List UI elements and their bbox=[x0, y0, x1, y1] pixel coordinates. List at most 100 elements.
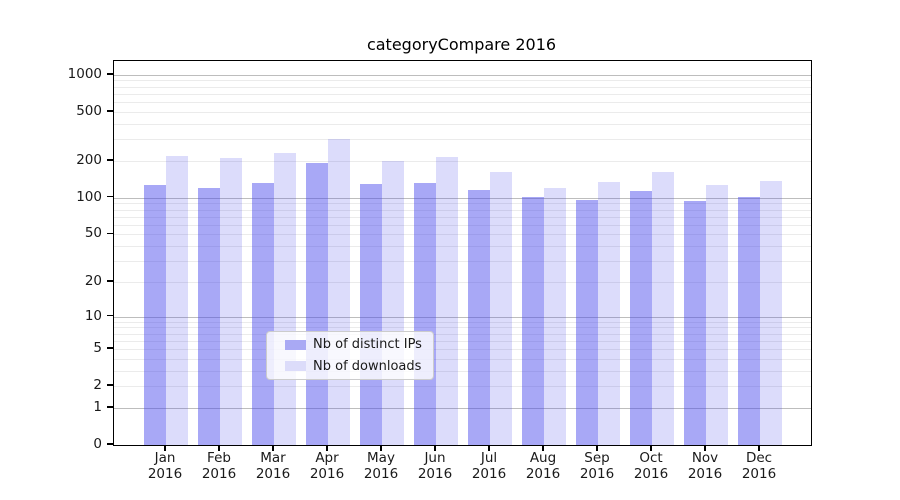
legend-entry-distinct-ips: Nb of distinct IPs bbox=[285, 336, 427, 354]
bar-downloads bbox=[166, 155, 188, 445]
x-tick-month: Jul bbox=[480, 450, 498, 466]
gridline-minor bbox=[114, 224, 811, 226]
y-tick-label: 5 bbox=[93, 340, 102, 356]
legend-label-distinct-ips: Nb of distinct IPs bbox=[313, 337, 422, 353]
bar-downloads bbox=[598, 181, 620, 445]
x-tick-year: 2016 bbox=[687, 465, 723, 482]
x-tick bbox=[488, 445, 490, 451]
x-tick-month: Oct bbox=[639, 450, 663, 466]
x-tick-label: Oct 2016 bbox=[621, 450, 681, 482]
x-tick-month: May bbox=[367, 450, 395, 466]
bar-distinct-ips bbox=[144, 185, 166, 445]
gridline-minor bbox=[114, 370, 811, 372]
x-tick-label: Nov 2016 bbox=[675, 450, 735, 482]
x-tick bbox=[596, 445, 598, 451]
bar-distinct-ips bbox=[414, 183, 436, 445]
gridline-major bbox=[114, 74, 811, 76]
gridline-minor bbox=[114, 358, 811, 360]
x-tick bbox=[758, 445, 760, 451]
legend-label-downloads: Nb of downloads bbox=[313, 358, 422, 374]
x-tick-year: 2016 bbox=[633, 465, 669, 482]
legend: Nb of distinct IPs Nb of downloads bbox=[266, 331, 434, 380]
bar-downloads bbox=[706, 184, 728, 445]
gridline-minor bbox=[114, 216, 811, 218]
x-tick-label: Jun 2016 bbox=[405, 450, 465, 482]
bar-distinct-ips bbox=[252, 183, 274, 445]
x-tick-label: Jan 2016 bbox=[135, 450, 195, 482]
x-tick-month: Sep bbox=[584, 450, 610, 466]
bar-downloads bbox=[436, 157, 458, 445]
x-tick-year: 2016 bbox=[579, 465, 615, 482]
x-tick bbox=[650, 445, 652, 451]
gridline-minor bbox=[114, 203, 811, 205]
bar-distinct-ips bbox=[684, 200, 706, 445]
x-tick bbox=[164, 445, 166, 451]
x-tick-year: 2016 bbox=[471, 465, 507, 482]
plot-area bbox=[113, 60, 812, 446]
gridline-minor bbox=[114, 234, 811, 236]
gridline-major bbox=[114, 316, 811, 318]
x-tick-label: Dec 2016 bbox=[729, 450, 789, 482]
x-tick-label: Mar 2016 bbox=[243, 450, 303, 482]
y-tick-label: 1 bbox=[93, 398, 102, 415]
y-tick bbox=[107, 110, 113, 112]
bar-downloads bbox=[544, 187, 566, 445]
chart-title: categoryCompare 2016 bbox=[366, 35, 557, 54]
x-tick-month: Mar bbox=[260, 450, 286, 466]
x-tick-label: May 2016 bbox=[351, 450, 411, 482]
gridline-minor bbox=[114, 281, 811, 283]
y-tick-label: 20 bbox=[84, 272, 102, 289]
bar-distinct-ips bbox=[522, 196, 544, 445]
legend-entry-downloads: Nb of downloads bbox=[285, 358, 427, 376]
y-tick bbox=[107, 406, 113, 408]
y-tick-label: 500 bbox=[76, 102, 102, 119]
gridline-minor bbox=[114, 123, 811, 125]
bar-distinct-ips bbox=[576, 200, 598, 445]
bar-distinct-ips bbox=[468, 190, 490, 445]
gridline-minor bbox=[114, 86, 811, 88]
gridline-minor bbox=[114, 246, 811, 247]
legend-swatch-downloads bbox=[285, 361, 306, 372]
x-tick-year: 2016 bbox=[309, 465, 345, 482]
legend-swatch-distinct-ips bbox=[285, 339, 306, 350]
gridline-minor bbox=[114, 349, 811, 350]
x-tick-month: Apr bbox=[315, 450, 339, 466]
bar-distinct-ips bbox=[630, 191, 652, 445]
y-tick bbox=[107, 159, 113, 161]
x-tick-year: 2016 bbox=[417, 465, 453, 482]
bar-distinct-ips bbox=[198, 187, 220, 445]
y-tick bbox=[107, 232, 113, 234]
x-tick bbox=[434, 445, 436, 451]
bar-downloads bbox=[328, 139, 350, 445]
y-tick bbox=[107, 280, 113, 282]
y-tick bbox=[107, 314, 113, 317]
x-tick-month: Dec bbox=[745, 450, 773, 466]
bar-distinct-ips bbox=[306, 163, 328, 445]
gridline-minor bbox=[114, 93, 811, 95]
y-tick-label: 50 bbox=[84, 225, 102, 242]
y-tick-label: 200 bbox=[76, 151, 102, 168]
bar-downloads bbox=[490, 172, 512, 445]
x-tick-year: 2016 bbox=[363, 465, 399, 482]
bar-downloads bbox=[382, 161, 404, 445]
x-tick-label: Aug 2016 bbox=[513, 450, 573, 482]
gridline-minor bbox=[114, 321, 811, 323]
x-tick-month: Aug bbox=[529, 450, 557, 466]
y-tick-label: 1000 bbox=[67, 65, 102, 82]
y-tick-label: 2 bbox=[93, 377, 102, 394]
x-tick-year: 2016 bbox=[255, 465, 291, 482]
y-tick-label: 10 bbox=[84, 307, 102, 324]
x-tick bbox=[704, 445, 706, 451]
gridline-minor bbox=[114, 209, 811, 211]
x-tick-label: Sep 2016 bbox=[567, 450, 627, 482]
x-tick-label: Jul 2016 bbox=[459, 450, 519, 482]
bar-downloads bbox=[760, 180, 782, 445]
x-tick-label: Apr 2016 bbox=[297, 450, 357, 482]
y-tick bbox=[107, 195, 113, 198]
x-tick-month: Feb bbox=[207, 450, 231, 466]
y-tick bbox=[107, 443, 113, 445]
gridline-minor bbox=[114, 327, 811, 329]
x-tick bbox=[542, 445, 544, 451]
x-tick-month: Jan bbox=[154, 450, 176, 466]
